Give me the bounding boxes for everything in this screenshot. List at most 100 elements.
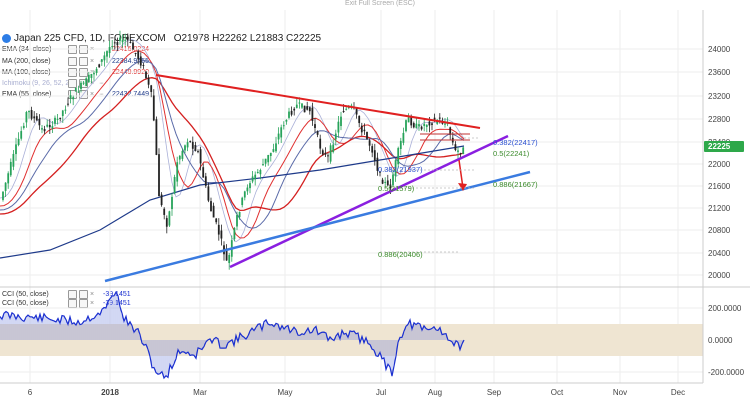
fib-label: 0.382(22417) bbox=[493, 138, 538, 147]
candle-body bbox=[311, 107, 314, 122]
candle-body bbox=[459, 153, 462, 155]
candle-body bbox=[87, 74, 90, 83]
candle-body bbox=[147, 77, 150, 85]
candle-body bbox=[59, 117, 62, 119]
candle-body bbox=[28, 110, 30, 113]
candle-body bbox=[444, 123, 446, 125]
candle-body bbox=[77, 91, 80, 93]
candle-body bbox=[220, 230, 223, 239]
candle-body bbox=[295, 104, 298, 108]
candle-body bbox=[158, 154, 160, 197]
candle-body bbox=[137, 51, 140, 60]
candle-body bbox=[217, 224, 220, 235]
last-price-marker bbox=[704, 141, 744, 152]
eye-icon[interactable] bbox=[68, 290, 77, 299]
candle-body bbox=[319, 138, 322, 149]
candle-body bbox=[238, 211, 241, 218]
candle-body bbox=[259, 170, 262, 175]
candle-body bbox=[30, 110, 33, 119]
candle-body bbox=[366, 131, 368, 140]
candle-body bbox=[22, 125, 25, 129]
trendline-drawings[interactable] bbox=[104, 74, 531, 283]
candle-body bbox=[384, 181, 387, 183]
exit-fullscreen-banner[interactable]: Exit Full Screen (ESC) bbox=[0, 0, 750, 9]
candle-body bbox=[41, 128, 43, 130]
settings-icon[interactable] bbox=[79, 290, 88, 299]
more-icon[interactable]: ··· bbox=[99, 91, 104, 98]
candle-body bbox=[241, 197, 244, 206]
candle-body bbox=[306, 106, 309, 110]
candle-body bbox=[329, 145, 332, 162]
candle-body bbox=[9, 161, 12, 176]
symbol-header[interactable]: Japan 225 CFD, 1D, FOREXCOM O21978 H2226… bbox=[2, 32, 321, 44]
candle-body bbox=[340, 116, 342, 127]
fib-label: 0.5(22241) bbox=[493, 149, 530, 158]
ema-34-line bbox=[0, 50, 465, 239]
candle-body bbox=[428, 121, 431, 126]
candle-body bbox=[454, 144, 457, 151]
candle-body bbox=[327, 155, 329, 157]
support-trendline-purple bbox=[229, 134, 509, 269]
candle-body bbox=[371, 146, 374, 153]
candle-body bbox=[412, 123, 415, 128]
candle-body bbox=[184, 145, 186, 151]
candle-body bbox=[301, 103, 303, 108]
candle-body bbox=[233, 227, 236, 240]
candle-body bbox=[46, 124, 49, 127]
candle-body bbox=[262, 164, 264, 166]
candle-body bbox=[25, 111, 28, 123]
candle-body bbox=[267, 155, 270, 163]
ichimoku-line bbox=[0, 39, 465, 243]
candle-body bbox=[72, 97, 75, 100]
settings-icon[interactable] bbox=[79, 57, 88, 66]
close-icon[interactable]: × bbox=[90, 291, 95, 298]
eye-icon[interactable] bbox=[68, 57, 77, 66]
time-tick: Dec bbox=[671, 388, 685, 397]
price-tick: 23200 bbox=[708, 92, 731, 101]
candle-body bbox=[189, 141, 192, 143]
candle-body bbox=[236, 215, 238, 227]
candle-body bbox=[210, 201, 212, 212]
candle-body bbox=[173, 177, 176, 194]
candle-body bbox=[225, 248, 228, 261]
ichimoku-lines bbox=[0, 39, 465, 243]
candle-body bbox=[285, 119, 288, 122]
candle-body bbox=[405, 120, 407, 132]
candle-body bbox=[64, 109, 67, 111]
candle-body bbox=[277, 133, 280, 140]
close-icon[interactable]: × bbox=[90, 58, 95, 65]
candle-body bbox=[33, 116, 36, 119]
close-icon[interactable]: × bbox=[90, 91, 95, 98]
cci-value: -39.1451 bbox=[103, 300, 131, 307]
candle-body bbox=[15, 144, 17, 155]
candle-body bbox=[48, 124, 51, 128]
candle-body bbox=[54, 117, 56, 124]
price-tick: 20000 bbox=[708, 271, 731, 280]
eye-icon[interactable] bbox=[68, 79, 77, 88]
candle-body bbox=[457, 150, 459, 152]
candle-body bbox=[345, 108, 348, 110]
candle-body bbox=[95, 68, 98, 73]
moving-averages bbox=[0, 50, 465, 259]
candle-body bbox=[111, 46, 114, 48]
candle-body bbox=[82, 82, 85, 84]
close-icon[interactable]: × bbox=[90, 300, 95, 307]
candle-body bbox=[129, 41, 132, 43]
candle-body bbox=[436, 120, 439, 124]
more-icon[interactable]: ··· bbox=[99, 80, 104, 87]
candle-body bbox=[272, 149, 275, 152]
candle-body bbox=[358, 115, 361, 124]
candle-body bbox=[360, 125, 363, 133]
price-tick: 23600 bbox=[708, 68, 731, 77]
candle-body bbox=[139, 56, 142, 66]
candle-body bbox=[132, 42, 134, 50]
candle-body bbox=[207, 186, 210, 201]
candle-body bbox=[121, 39, 124, 43]
candle-body bbox=[363, 129, 366, 132]
candle-body bbox=[251, 176, 254, 182]
candle-body bbox=[407, 117, 410, 123]
candle-body bbox=[275, 143, 277, 152]
candle-body bbox=[90, 73, 93, 78]
candle-body bbox=[282, 125, 285, 127]
